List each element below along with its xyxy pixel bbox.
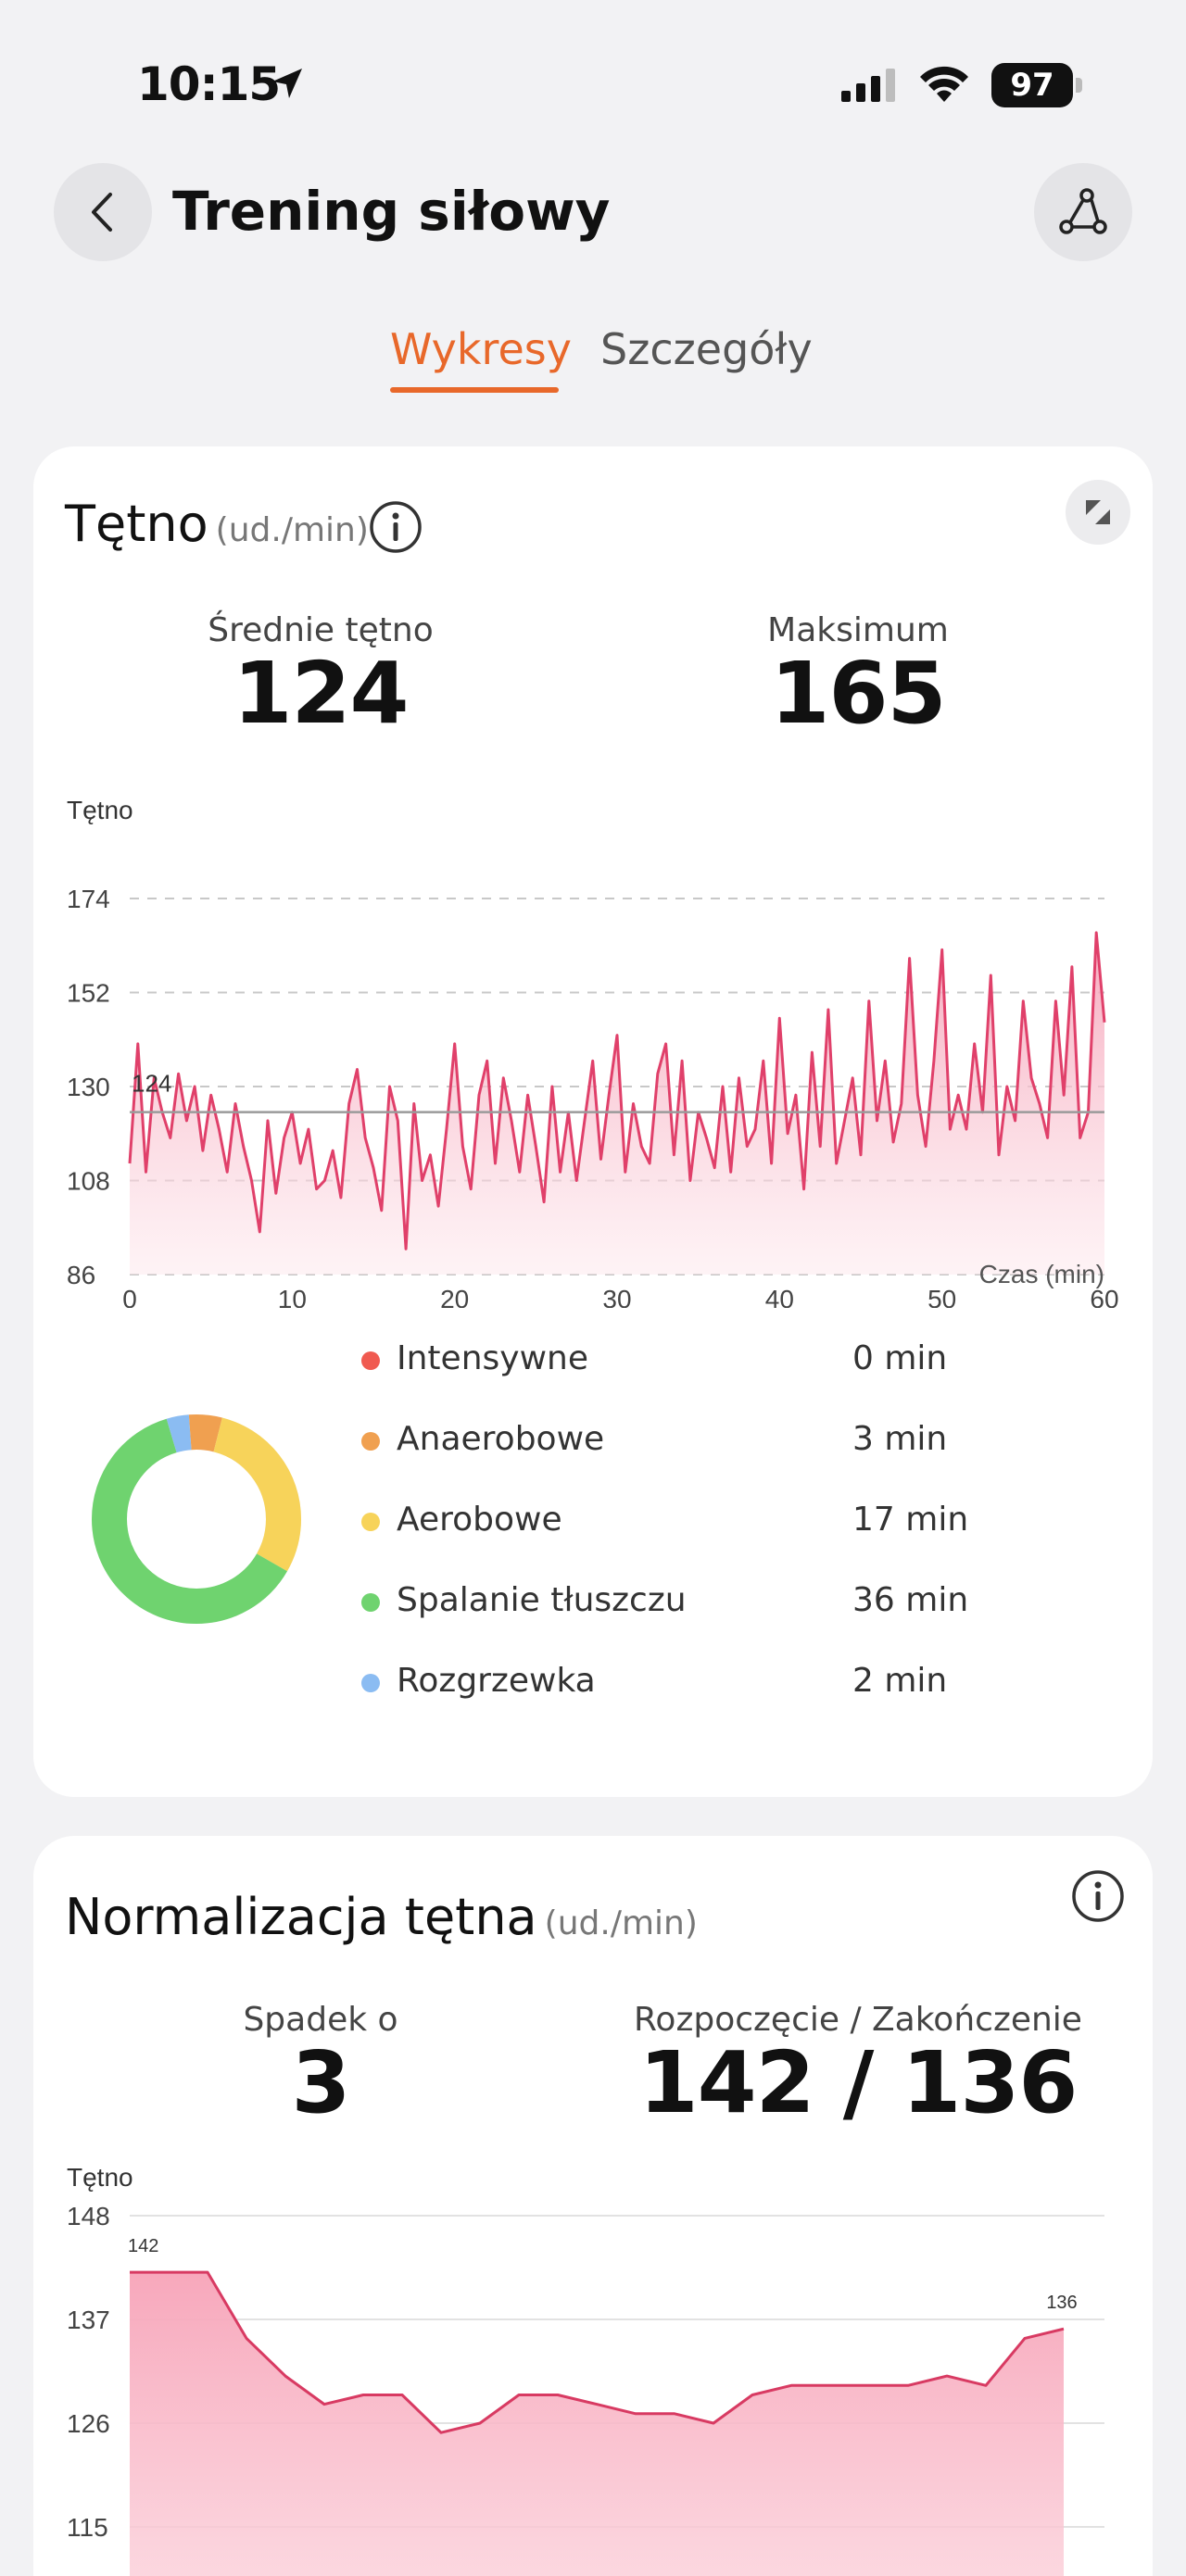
expand-icon <box>1086 500 1110 524</box>
page-title: Trening siłowy <box>172 180 611 243</box>
info-icon[interactable] <box>1069 1867 1127 1925</box>
norm-area <box>130 2272 1064 2576</box>
status-time: 10:15 <box>137 57 281 111</box>
normalization-title-text: Normalizacja tętna <box>65 1888 537 1946</box>
start-end-value: 142 / 136 <box>638 2033 1079 2132</box>
legend-label: Spalanie tłuszczu <box>397 1581 687 1619</box>
norm-y-tick-label: 137 <box>67 2306 110 2334</box>
location-arrow-icon <box>272 69 302 98</box>
heart-rate-title-text: Tętno <box>65 495 208 553</box>
hr-y-tick-label: 152 <box>67 979 110 1008</box>
hr-y-tick-label: 130 <box>67 1073 110 1101</box>
legend-label: Intensywne <box>397 1339 588 1377</box>
hr-x-tick-label: 0 <box>122 1285 137 1308</box>
info-icon[interactable] <box>367 498 424 556</box>
hr-x-tick-label: 50 <box>927 1285 956 1308</box>
legend-value: 2 min <box>852 1662 948 1700</box>
heart-rate-card: Tętno (ud./min) Średnie tętno 124 Maksimu… <box>33 446 1153 1797</box>
battery-icon: 97 <box>991 63 1082 107</box>
expand-button[interactable] <box>1066 480 1130 545</box>
max-hr-label: Maksimum <box>767 611 949 649</box>
legend-value: 17 min <box>852 1501 969 1539</box>
avg-hr-stat: Średnie tętno 124 <box>154 611 487 739</box>
legend-dot <box>361 1674 380 1692</box>
hr-avg-label: 124 <box>132 1070 171 1098</box>
tab-bar: Wykresy Szczegóły <box>0 324 1186 398</box>
start-end-label: Rozpoczęcie / Zakończenie <box>634 2001 1082 2039</box>
legend-item-fat-burn: Spalanie tłuszczu 36 min <box>358 1576 1043 1631</box>
drop-stat: Spadek o 3 <box>154 2001 487 2129</box>
legend-label: Rozgrzewka <box>397 1662 596 1700</box>
hr-x-axis-label: Czas (min) <box>979 1260 1104 1288</box>
norm-line <box>130 2270 1065 2434</box>
norm-y-axis-label: Tętno <box>67 2163 133 2192</box>
chevron-left-icon <box>92 193 112 232</box>
header: Trening siłowy <box>0 157 1186 269</box>
norm-end-label: 136 <box>1046 2293 1077 2313</box>
battery-level: 97 <box>991 63 1073 107</box>
hr-area <box>130 932 1104 1275</box>
legend-dot <box>361 1593 380 1612</box>
donut-segment <box>92 1414 301 1624</box>
hr-x-tick-label: 40 <box>765 1285 794 1308</box>
wifi-icon <box>920 66 968 102</box>
legend-value: 0 min <box>852 1339 948 1377</box>
legend-item-anaerobic: Anaerobowe 3 min <box>358 1414 1043 1470</box>
route-icon <box>1059 188 1107 234</box>
hr-y-tick-label: 174 <box>67 885 110 913</box>
heart-rate-title: Tętno (ud./min) <box>65 495 369 553</box>
heart-rate-chart: Tętno 174 152 130 108 86 124 0 10 20 30 40 50 60 C… <box>67 796 1119 1308</box>
tab-details[interactable]: Szczegóły <box>600 324 813 374</box>
normalization-unit: (ud./min) <box>544 1904 698 1942</box>
norm-y-tick-label: 148 <box>67 2202 110 2230</box>
legend-item-aerobic: Aerobowe 17 min <box>358 1495 1043 1551</box>
legend-dot <box>361 1432 380 1451</box>
hr-x-tick-label: 60 <box>1090 1285 1118 1308</box>
donut-segment <box>92 1414 301 1624</box>
tab-charts[interactable]: Wykresy <box>390 324 572 374</box>
hr-y-axis-label: Tętno <box>67 796 133 824</box>
heart-rate-unit: (ud./min) <box>215 511 369 549</box>
legend-value: 36 min <box>852 1581 969 1619</box>
legend-dot <box>361 1351 380 1370</box>
avg-hr-value: 124 <box>233 644 409 743</box>
normalization-title: Normalizacja tętna (ud./min) <box>65 1888 698 1946</box>
zone-donut-chart <box>92 1414 301 1624</box>
legend-item-warmup: Rozgrzewka 2 min <box>358 1656 1043 1712</box>
hr-y-tick-label: 108 <box>67 1167 110 1196</box>
cellular-signal-icon <box>841 69 895 102</box>
drop-value: 3 <box>291 2033 350 2132</box>
donut-segment <box>92 1414 301 1624</box>
hr-normalization-card: Normalizacja tętna (ud./min) Spadek o 3 R… <box>33 1836 1153 2576</box>
hr-y-tick-label: 86 <box>67 1261 95 1289</box>
norm-start-label: 142 <box>128 2236 158 2256</box>
norm-y-tick-label: 115 <box>67 2513 108 2542</box>
hr-x-tick-label: 30 <box>602 1285 631 1308</box>
drop-label: Spadek o <box>243 2001 398 2039</box>
norm-y-tick-label: 126 <box>67 2409 110 2438</box>
back-button[interactable] <box>54 163 152 261</box>
legend-label: Aerobowe <box>397 1501 562 1539</box>
avg-hr-label: Średnie tętno <box>208 611 434 649</box>
active-tab-indicator <box>390 387 559 393</box>
status-bar: 10:15 97 <box>0 0 1186 139</box>
start-end-stat: Rozpoczęcie / Zakończenie 142 / 136 <box>617 2001 1099 2129</box>
max-hr-value: 165 <box>770 644 946 743</box>
legend-label: Anaerobowe <box>397 1420 605 1458</box>
route-button[interactable] <box>1034 163 1132 261</box>
legend-item-intensive: Intensywne 0 min <box>358 1334 1043 1389</box>
normalization-chart: Tętno 148 137 126 115 142 136 <box>67 2163 1104 2576</box>
legend-dot <box>361 1513 380 1531</box>
max-hr-stat: Maksimum 165 <box>691 611 1025 739</box>
legend-value: 3 min <box>852 1420 948 1458</box>
hr-x-tick-label: 20 <box>440 1285 469 1308</box>
hr-x-tick-label: 10 <box>278 1285 307 1308</box>
